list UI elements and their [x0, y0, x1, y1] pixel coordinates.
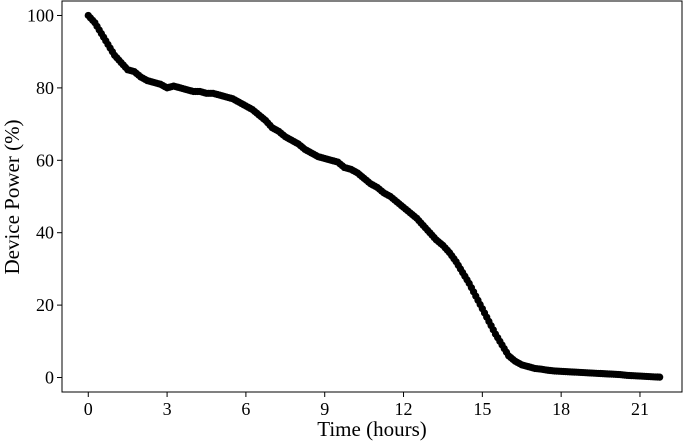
x-tick-label: 12 — [395, 399, 413, 419]
y-tick-label: 100 — [27, 5, 54, 25]
x-axis: 0 3 6 9 12 15 18 21 — [84, 392, 649, 419]
x-tick-label: 18 — [552, 399, 570, 419]
x-tick-label: 15 — [473, 399, 491, 419]
y-tick-label: 0 — [45, 368, 54, 388]
plot-frame — [61, 0, 683, 393]
data-point — [656, 373, 664, 381]
x-tick-label: 9 — [320, 399, 329, 419]
x-tick-label: 6 — [241, 399, 250, 419]
y-tick-label: 40 — [36, 223, 54, 243]
y-axis: 0 20 40 60 80 100 — [27, 5, 62, 388]
x-tick-label: 21 — [631, 399, 649, 419]
x-axis-title: Time (hours) — [317, 417, 426, 441]
data-points — [84, 11, 664, 381]
y-tick-label: 20 — [36, 295, 54, 315]
y-axis-title: Device Power (%) — [0, 119, 24, 274]
x-tick-label: 3 — [163, 399, 172, 419]
y-tick-label: 80 — [36, 78, 54, 98]
x-tick-label: 0 — [84, 399, 93, 419]
y-tick-label: 60 — [36, 150, 54, 170]
